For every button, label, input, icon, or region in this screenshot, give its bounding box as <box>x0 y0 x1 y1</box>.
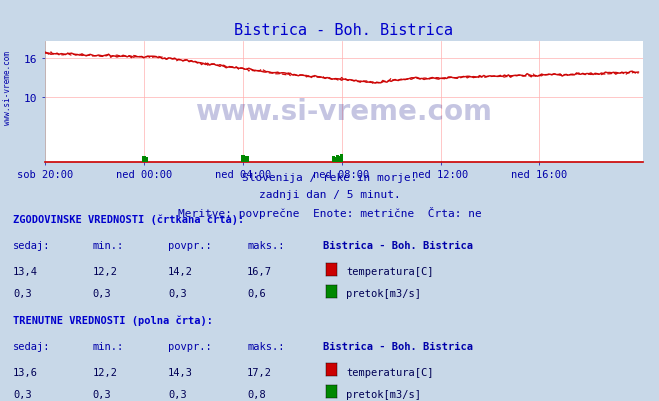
Text: maks.:: maks.: <box>247 341 285 351</box>
Bar <box>241 156 244 162</box>
Bar <box>340 155 343 162</box>
Text: zadnji dan / 5 minut.: zadnji dan / 5 minut. <box>258 189 401 199</box>
Text: 13,4: 13,4 <box>13 267 38 277</box>
Text: 12,2: 12,2 <box>92 367 117 377</box>
Text: 14,3: 14,3 <box>168 367 193 377</box>
Text: temperatura[C]: temperatura[C] <box>346 367 434 377</box>
Bar <box>331 157 335 162</box>
Text: 0,3: 0,3 <box>168 389 186 399</box>
Text: sedaj:: sedaj: <box>13 341 51 351</box>
Text: povpr.:: povpr.: <box>168 341 212 351</box>
Bar <box>335 156 339 162</box>
Text: temperatura[C]: temperatura[C] <box>346 267 434 277</box>
Text: 12,2: 12,2 <box>92 267 117 277</box>
Text: 0,3: 0,3 <box>92 389 111 399</box>
Text: 13,6: 13,6 <box>13 367 38 377</box>
Text: 0,3: 0,3 <box>13 389 32 399</box>
Text: min.:: min.: <box>92 341 123 351</box>
Bar <box>243 157 246 162</box>
Text: Bistrica - Boh. Bistrica: Bistrica - Boh. Bistrica <box>323 341 473 351</box>
Text: 0,8: 0,8 <box>247 389 266 399</box>
Text: 0,6: 0,6 <box>247 289 266 299</box>
Bar <box>142 156 146 162</box>
Text: povpr.:: povpr.: <box>168 241 212 251</box>
Text: sedaj:: sedaj: <box>13 241 51 251</box>
Text: pretok[m3/s]: pretok[m3/s] <box>346 289 421 299</box>
Text: www.si-vreme.com: www.si-vreme.com <box>195 98 492 126</box>
Text: 16,7: 16,7 <box>247 267 272 277</box>
Bar <box>337 156 341 162</box>
Text: 17,2: 17,2 <box>247 367 272 377</box>
Text: ZGODOVINSKE VREDNOSTI (črtkana črta):: ZGODOVINSKE VREDNOSTI (črtkana črta): <box>13 214 244 225</box>
Text: 0,3: 0,3 <box>92 289 111 299</box>
Bar <box>144 157 148 162</box>
Text: min.:: min.: <box>92 241 123 251</box>
Text: Bistrica - Boh. Bistrica: Bistrica - Boh. Bistrica <box>323 241 473 251</box>
Text: 0,3: 0,3 <box>13 289 32 299</box>
Text: 0,3: 0,3 <box>168 289 186 299</box>
Text: 14,2: 14,2 <box>168 267 193 277</box>
Title: Bistrica - Boh. Bistrica: Bistrica - Boh. Bistrica <box>234 23 453 38</box>
Text: www.si-vreme.com: www.si-vreme.com <box>3 51 13 125</box>
Text: maks.:: maks.: <box>247 241 285 251</box>
Text: pretok[m3/s]: pretok[m3/s] <box>346 389 421 399</box>
Bar <box>333 157 337 162</box>
Text: Meritve: povprečne  Enote: metrične  Črta: ne: Meritve: povprečne Enote: metrične Črta:… <box>178 206 481 218</box>
Bar <box>245 156 248 162</box>
Text: TRENUTNE VREDNOSTI (polna črta):: TRENUTNE VREDNOSTI (polna črta): <box>13 314 213 325</box>
Text: Slovenija / reke in morje.: Slovenija / reke in morje. <box>242 172 417 182</box>
